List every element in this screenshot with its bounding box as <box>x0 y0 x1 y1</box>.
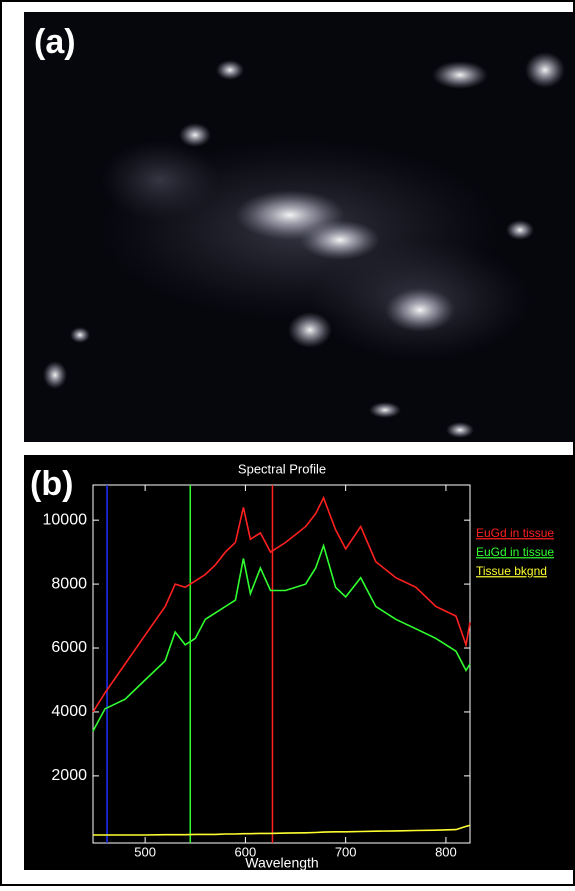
x-tick-label: 700 <box>335 844 357 859</box>
chart-title: Spectral Profile <box>238 461 326 476</box>
y-tick-label: 2000 <box>51 767 87 784</box>
y-tick-label: 10000 <box>43 511 88 528</box>
panel-label: (a) <box>34 23 76 61</box>
x-axis-label: Wavelength <box>245 855 318 871</box>
x-tick-label: 800 <box>435 844 457 859</box>
figure: (a) (b) Spectral Profile Wavelength 2000… <box>0 0 575 886</box>
legend-entry: EuGd in tissue <box>476 526 554 540</box>
x-tick-label: 500 <box>134 844 156 859</box>
micrograph <box>24 12 575 442</box>
y-tick-label: 8000 <box>51 575 87 592</box>
y-tick-label: 4000 <box>51 703 87 720</box>
legend-entry: EuGd in tissue <box>476 545 554 559</box>
y-tick-label: 6000 <box>51 639 87 656</box>
panel-label: (b) <box>30 465 73 503</box>
x-tick-label: 600 <box>235 844 257 859</box>
legend-entry: Tissue bkgnd <box>476 564 547 578</box>
